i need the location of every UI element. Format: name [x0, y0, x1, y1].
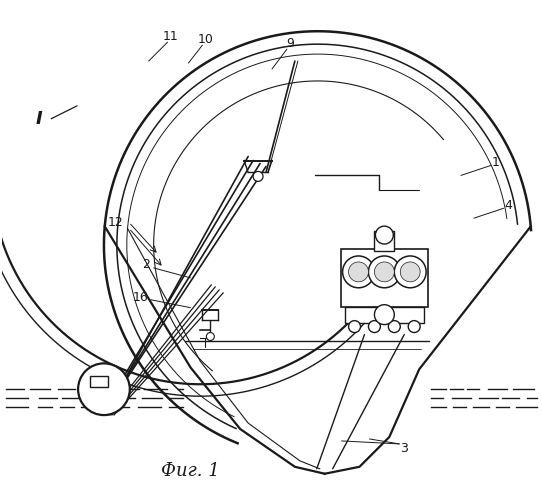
- Circle shape: [349, 262, 369, 282]
- Circle shape: [369, 256, 401, 288]
- Circle shape: [369, 320, 380, 332]
- Text: 4: 4: [505, 198, 513, 212]
- Bar: [345, 306, 424, 322]
- Bar: [90, 376, 108, 387]
- Text: Фиг. 1: Фиг. 1: [161, 462, 220, 480]
- Circle shape: [207, 332, 214, 340]
- Text: 2: 2: [142, 258, 150, 272]
- Text: 12: 12: [108, 216, 124, 228]
- Circle shape: [408, 320, 420, 332]
- Text: 9: 9: [286, 36, 294, 50]
- Text: 3: 3: [401, 442, 408, 456]
- Circle shape: [401, 262, 420, 282]
- Circle shape: [78, 364, 130, 415]
- Circle shape: [253, 172, 263, 181]
- Circle shape: [349, 320, 360, 332]
- Bar: [375, 231, 395, 251]
- Circle shape: [389, 320, 401, 332]
- Circle shape: [375, 304, 395, 324]
- Circle shape: [395, 256, 426, 288]
- Circle shape: [376, 226, 393, 244]
- Text: 11: 11: [163, 30, 178, 43]
- Text: 16: 16: [133, 291, 149, 304]
- Bar: [340, 249, 428, 306]
- Circle shape: [343, 256, 375, 288]
- Circle shape: [375, 262, 395, 282]
- Text: 10: 10: [197, 32, 214, 46]
- Text: 1: 1: [492, 156, 500, 169]
- Text: I: I: [36, 110, 43, 128]
